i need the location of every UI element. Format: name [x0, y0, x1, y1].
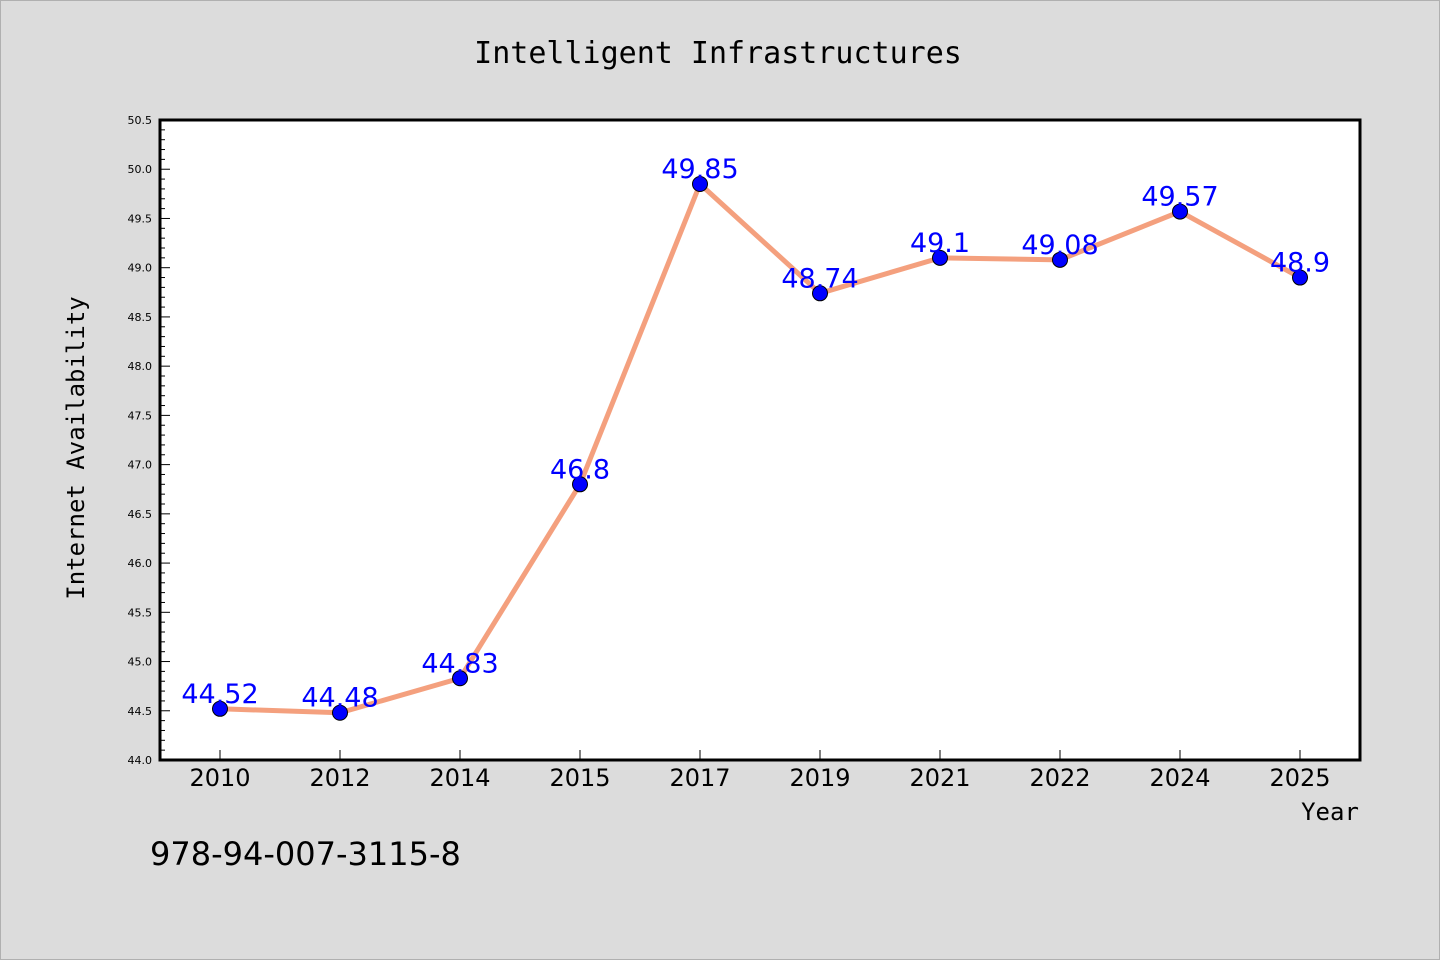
x-tick-label: 2021: [909, 764, 970, 792]
data-label: 49.1: [910, 228, 970, 259]
y-tick-label: 50.5: [128, 114, 153, 127]
x-tick-label: 2022: [1029, 764, 1090, 792]
plot-area: [160, 120, 1360, 760]
y-tick-label: 44.5: [128, 705, 153, 718]
series-line: [217, 181, 1303, 716]
data-label: 44.83: [421, 648, 498, 679]
plot-frame: [158, 118, 1362, 762]
y-tick-label: 48.5: [128, 311, 153, 324]
data-label: 44.48: [301, 683, 378, 714]
y-tick-label: 47.5: [128, 409, 153, 422]
data-label: 46.8: [550, 454, 610, 485]
data-point: [1172, 203, 1188, 220]
y-tick-label: 44.0: [128, 754, 153, 767]
x-tick-label: 2025: [1269, 764, 1330, 792]
y-tick-label: 49.5: [128, 212, 153, 225]
x-tick-label: 2019: [789, 764, 850, 792]
data-point: [212, 700, 228, 717]
data-point: [932, 249, 948, 266]
x-axis: 2010 2012 2014 2015 2017 2019 2021 2022 2024 2025: [189, 750, 1331, 792]
x-tick-label: 2012: [309, 764, 370, 792]
y-tick-label: 50.0: [128, 163, 153, 176]
data-label: 44.52: [181, 679, 258, 710]
x-tick-label: 2010: [189, 764, 250, 792]
x-tick-label: 2024: [1149, 764, 1210, 792]
x-tick-label: 2015: [549, 764, 610, 792]
data-label: 48.9: [1270, 248, 1330, 279]
y-tick-label: 47.0: [128, 459, 153, 472]
data-labels: 44.52 44.48 44.83 46.8 49.85 48.74 49.1 49.08 49…: [181, 154, 1330, 714]
y-tick-label: 48.0: [128, 360, 153, 373]
data-label: 48.74: [781, 263, 858, 294]
data-point: [1292, 269, 1308, 286]
data-label: 49.85: [661, 154, 738, 185]
data-point: [1052, 251, 1068, 268]
x-tick-label: 2014: [429, 764, 490, 792]
data-point: [452, 670, 468, 687]
data-label: 49.08: [1021, 230, 1098, 261]
y-axis: 44.0 44.5 45.0 45.5 46.0 46.5 47.0 47.5 48.0 48.5…: [128, 114, 170, 767]
data-markers: [212, 176, 1308, 721]
y-axis-label: Internet Availability: [62, 296, 90, 599]
y-tick-label: 45.5: [128, 606, 153, 619]
footnote: 978-94-007-3115-8: [150, 835, 461, 873]
y-tick-label: 49.0: [128, 262, 153, 275]
data-label: 49.57: [1141, 182, 1218, 213]
x-axis-label: Year: [1301, 798, 1359, 826]
data-point: [572, 476, 588, 493]
data-point: [332, 704, 348, 721]
y-tick-label: 45.0: [128, 656, 153, 669]
chart-title: Intelligent Infrastructures: [474, 36, 962, 71]
data-point: [692, 176, 708, 192]
x-tick-label: 2017: [669, 764, 730, 792]
y-tick-label: 46.0: [128, 557, 153, 570]
y-tick-label: 46.5: [128, 508, 153, 521]
data-point: [812, 285, 828, 302]
